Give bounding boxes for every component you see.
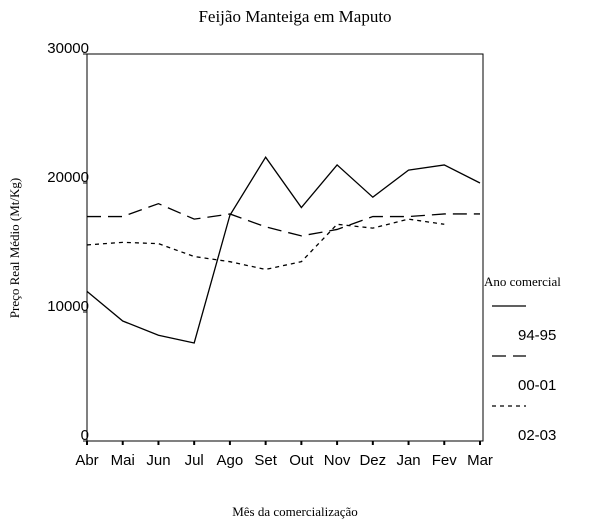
x-tick-label: Fev xyxy=(432,452,458,469)
y-axis-label: Preço Real Médio (Mt/Kg) xyxy=(7,178,22,318)
x-axis-label: Mês da comercialização xyxy=(232,504,358,519)
plot-frame xyxy=(86,53,484,442)
x-tick-label: Jul xyxy=(185,452,204,469)
series-line xyxy=(86,156,481,344)
chart-title: Feijão Manteiga em Maputo xyxy=(198,7,391,26)
x-tick-label: Out xyxy=(289,452,314,469)
y-tick-label: 10000 xyxy=(47,298,89,315)
legend-label: 94-95 xyxy=(518,327,556,344)
x-tick-label: Mai xyxy=(111,452,135,469)
y-tick-label: 30000 xyxy=(47,40,89,57)
legend-title: Ano comercial xyxy=(484,274,561,289)
x-tick-label: Mar xyxy=(467,452,493,469)
x-tick-label: Nov xyxy=(324,452,351,469)
legend-label: 02-03 xyxy=(518,427,556,444)
x-tick-label: Ago xyxy=(217,452,244,469)
x-tick-label: Jan xyxy=(396,452,420,469)
x-tick-label: Jun xyxy=(146,452,170,469)
series-line xyxy=(86,218,445,271)
y-tick-label: 0 xyxy=(81,427,89,444)
x-tick-label: Dez xyxy=(359,452,386,469)
x-tick-label: Abr xyxy=(75,452,98,469)
series-line xyxy=(87,202,480,237)
legend-label: 00-01 xyxy=(518,377,556,394)
y-tick-label: 20000 xyxy=(47,169,89,186)
x-tick-label: Set xyxy=(254,452,277,469)
